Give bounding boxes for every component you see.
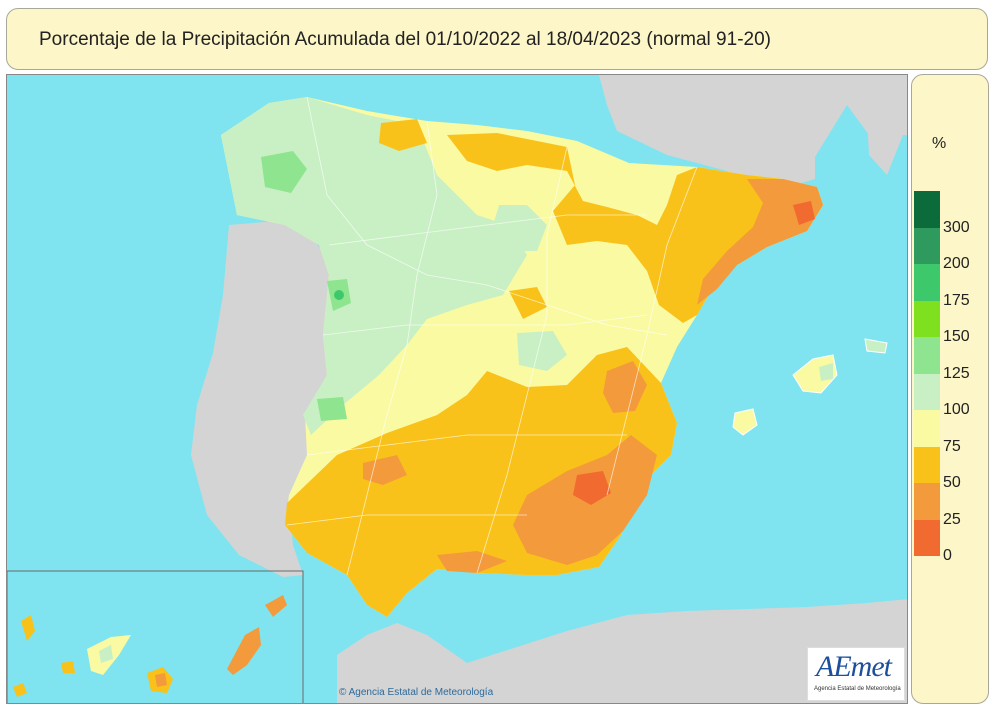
wet-ebro-patch [493,205,547,251]
legend-label-200: 200 [943,255,970,272]
dry-northeast-zone [447,133,823,323]
legend-swatch-150 [914,300,940,337]
logo-subtitle: Agencia Estatal de Meteorología [814,686,901,692]
fuerteventura-island [227,627,261,675]
legend-label-300: 300 [943,218,970,236]
legend-label-25: 25 [943,510,961,528]
la-gomera-island [61,661,75,673]
wet-center-patch [517,331,567,371]
legend-swatch-0 [914,519,940,556]
legend-label-100: 100 [943,401,970,418]
gran-canaria-dry-spot [155,673,167,687]
legend-label-50: 50 [943,474,961,491]
el-hierro-island [13,683,27,697]
mallorca-island [792,354,838,394]
precipitation-map [7,75,907,703]
legend-swatch-25 [914,483,940,520]
mallorca-wet-spot [819,363,833,381]
copyright-note: © Agencia Estatal de Meteorología [339,687,494,698]
ibiza-island [732,408,758,436]
legend-label-0: 0 [943,547,952,564]
legend-swatch-100 [914,373,940,410]
legend-unit: % [932,135,947,152]
legend-label-150: 150 [943,328,970,345]
africa-landmass [337,599,907,703]
very-dry-malaga-spot [437,551,507,573]
france-landmass [599,75,907,193]
very-dry-levante-zone [603,361,647,413]
legend-swatch-125 [914,337,940,374]
map-title: Porcentaje de la Precipitación Acumulada… [39,29,771,50]
very-dry-catalonia-zone [697,179,823,305]
dry-central-spot [509,287,547,319]
wet-galicia-spot [261,151,307,193]
legend-label-125: 125 [943,364,970,382]
aemet-logo: AEmet Agencia Estatal de Meteorología [807,647,905,701]
province-boundaries [286,96,698,576]
legend-swatch-75 [914,410,940,447]
legend-swatch-200 [914,227,940,264]
legend-label-75: 75 [943,437,961,455]
extreme-dry-murcia-spot [573,471,611,505]
wet-south-west-spot [317,397,347,421]
legend-swatch-175 [914,264,940,301]
very-dry-andalusia-spot [363,455,407,485]
extreme-dry-catalonia-spot [793,201,815,225]
legend-swatch-50 [914,446,940,483]
corsica-sardinia [867,83,903,175]
legend-label-175: 175 [943,291,970,309]
lanzarote-island [265,595,287,617]
logo-mark: AEmet [816,650,892,683]
wet-green-dot [334,290,344,300]
dry-lastours-spot [379,119,427,151]
legend-swatch-300 [914,191,940,228]
legend: % 300 200 175 150 125 100 75 50 25 0 [911,74,989,704]
la-palma-island [21,615,35,641]
canary-inset-frame [7,570,304,703]
portugal-landmass [191,221,337,577]
menorca-island [864,338,888,354]
map-frame: © Agencia Estatal de Meteorología AEmet … [6,74,908,704]
tenerife-wet-spot [99,645,113,663]
title-box: Porcentaje de la Precipitación Acumulada… [6,8,988,70]
